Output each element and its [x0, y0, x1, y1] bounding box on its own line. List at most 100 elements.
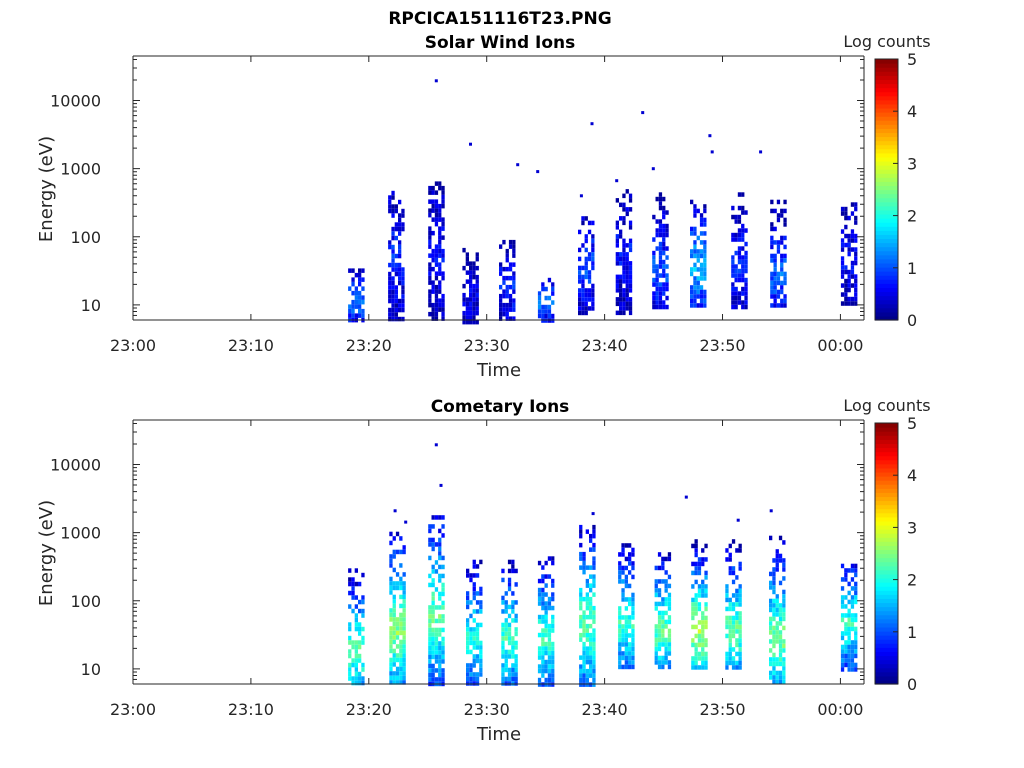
spectrogram-cell	[592, 632, 596, 638]
spectrogram-cell	[578, 279, 582, 284]
spectrogram-cell	[701, 584, 705, 589]
spectrogram-cell	[391, 226, 395, 232]
spectrogram-cell	[402, 675, 406, 681]
spectrogram-cell	[840, 269, 845, 275]
spectrogram-cell	[847, 296, 851, 302]
spectrogram-cell	[354, 290, 358, 296]
spectrogram-cell	[469, 600, 473, 605]
isolated-count-point	[404, 520, 408, 524]
spectrogram-cell	[847, 608, 851, 614]
spectrogram-cell	[472, 306, 476, 311]
colorbar-segment	[875, 262, 898, 268]
spectrogram-cell	[434, 199, 439, 204]
spectrogram-cell	[591, 301, 595, 307]
spectrogram-cell	[622, 243, 626, 248]
burst	[615, 189, 633, 316]
colorbar-segment	[875, 177, 898, 182]
spectrogram-cell	[840, 649, 845, 654]
spectrogram-cell	[696, 303, 700, 308]
spectrogram-cell	[351, 590, 355, 596]
spectrogram-cell	[847, 631, 851, 636]
spectrogram-cell	[508, 302, 513, 308]
spectrogram-cell	[592, 583, 596, 588]
spectrogram-cell	[661, 601, 665, 607]
spectrogram-cell	[537, 291, 542, 296]
spectrogram-cell	[391, 307, 395, 313]
spectrogram-cell	[389, 540, 393, 546]
spectrogram-cell	[697, 584, 702, 589]
spectrogram-cell	[469, 636, 473, 641]
spectrogram-cell	[847, 649, 851, 654]
spectrogram-cell	[728, 638, 732, 643]
spectrogram-cell	[438, 528, 442, 534]
spectrogram-cell	[389, 662, 393, 667]
colorbar-tick-label: 0	[907, 675, 917, 694]
spectrogram-cell	[850, 604, 855, 609]
spectrogram-cell	[391, 204, 395, 209]
spectrogram-cell	[657, 646, 662, 652]
spectrogram-cell	[469, 283, 473, 289]
colorbar-segment	[875, 254, 898, 260]
spectrogram-cell	[465, 252, 469, 257]
spectrogram-cell	[770, 240, 774, 245]
spectrogram-cell	[547, 682, 552, 687]
colorbar-frame	[874, 422, 899, 685]
spectrogram-cell	[441, 614, 445, 619]
spectrogram-cell	[738, 633, 742, 639]
spectrogram-cell	[775, 630, 779, 635]
spectrogram-cell	[581, 292, 585, 298]
spectrogram-cell	[589, 574, 593, 579]
spectrogram-cell	[728, 651, 732, 657]
spectrogram-cell	[847, 662, 851, 668]
spectrogram-cell	[654, 565, 658, 571]
spectrogram-cell	[361, 277, 365, 282]
spectrogram-cell	[428, 672, 432, 678]
spectrogram-cell	[472, 663, 476, 668]
spectrogram-cell	[402, 626, 406, 631]
spectrogram-cell	[621, 543, 625, 548]
colorbar-segment	[875, 83, 898, 89]
spectrogram-cell	[541, 659, 545, 665]
spectrogram-cell	[544, 682, 548, 687]
spectrogram-cell	[399, 675, 403, 681]
spectrogram-cell	[472, 609, 476, 614]
spectrogram-cell	[699, 294, 704, 299]
spectrogram-cell	[662, 300, 666, 305]
spectrogram-cell	[619, 256, 623, 262]
spectrogram-cell	[667, 556, 672, 562]
spectrogram-cell	[844, 613, 848, 618]
spectrogram-cell	[466, 568, 470, 574]
spectrogram-cell	[502, 307, 506, 312]
spectrogram-cell	[581, 274, 585, 280]
spectrogram-cell	[395, 644, 400, 649]
spectrogram-cell	[655, 291, 659, 296]
spectrogram-cell	[731, 633, 736, 639]
spectrogram-cell	[703, 249, 707, 254]
spectrogram-cell	[734, 264, 738, 269]
spectrogram-cell	[547, 309, 552, 314]
spectrogram-cell	[628, 561, 632, 566]
spectrogram-cell	[434, 618, 439, 624]
spectrogram-cell	[701, 548, 705, 553]
spectrogram-cell	[854, 613, 858, 618]
spectrogram-cell	[551, 286, 555, 292]
spectrogram-cell	[592, 682, 596, 687]
spectrogram-cell	[628, 655, 632, 661]
spectrogram-cell	[735, 548, 739, 553]
colorbar-segment	[875, 201, 898, 207]
spectrogram-cell	[466, 618, 470, 623]
spectrogram-cell	[512, 253, 516, 258]
spectrogram-cell	[591, 297, 595, 302]
spectrogram-cell	[354, 595, 358, 600]
colorbar-segment	[875, 303, 898, 309]
spectrogram-cell	[399, 671, 403, 676]
spectrogram-cell	[772, 630, 776, 635]
spectrogram-cell	[778, 661, 783, 667]
spectrogram-cell	[615, 256, 619, 262]
spectrogram-cell	[514, 613, 518, 619]
spectrogram-cell	[694, 633, 698, 639]
spectrogram-cell	[854, 274, 858, 279]
spectrogram-cell	[655, 219, 659, 224]
spectrogram-cell	[619, 297, 623, 302]
spectrogram-cell	[465, 256, 469, 262]
